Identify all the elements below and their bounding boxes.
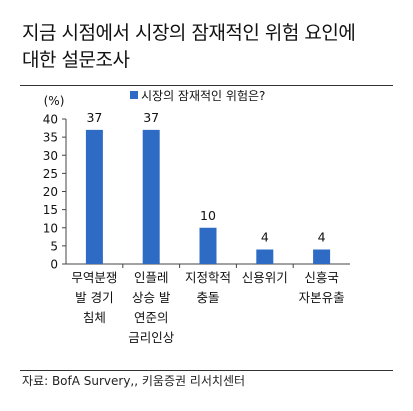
top-divider	[20, 85, 393, 86]
bar	[142, 129, 160, 264]
x-tick-label: 상승 발	[132, 290, 171, 305]
x-tick-label: 침체	[83, 310, 106, 325]
bottom-divider	[20, 370, 393, 371]
title-line-2: 대한 설문조사	[22, 49, 130, 71]
chart-title: 지금 시점에서 시장의 잠재적인 위험 요인에 대한 설문조사	[22, 20, 356, 74]
x-tick-label: 금리인상	[128, 330, 175, 345]
y-tick-label: 25	[43, 167, 58, 181]
bar	[199, 227, 217, 264]
x-tick-label: 신용위기	[242, 270, 288, 285]
bar	[256, 249, 274, 264]
bar	[313, 249, 331, 264]
x-tick-label: 인플레	[134, 270, 169, 285]
data-label: 37	[143, 110, 159, 125]
x-tick-label: 연준의	[134, 310, 169, 325]
data-label: 10	[200, 208, 216, 223]
y-tick-label: 30	[43, 149, 58, 163]
data-label: 4	[261, 230, 269, 245]
source-note: 자료: BofA Survery,, 키움증권 리서치센터	[22, 374, 246, 388]
data-label: 37	[86, 110, 102, 125]
x-tick-label: 신흥국	[304, 270, 339, 285]
y-tick-label: 5	[50, 239, 58, 253]
bar-chart: (%) 시장의 잠재적인 위험은? 0 5 10 15 20 25 30 35 40 37 무역분쟁발 …	[43, 89, 350, 345]
y-tick-label: 0	[50, 258, 58, 272]
y-tick-label: 40	[43, 113, 58, 127]
legend-swatch	[130, 91, 138, 99]
x-tick-label: 자본유출	[299, 290, 345, 305]
x-tick-label: 발 경기	[75, 290, 113, 305]
y-tick-label: 20	[43, 185, 58, 199]
x-tick-label: 충돌	[196, 290, 219, 305]
x-tick-label: 무역분쟁	[71, 270, 117, 285]
y-tick-label: 15	[43, 203, 58, 217]
data-label: 4	[318, 230, 326, 245]
y-axis-unit-label: (%)	[44, 94, 65, 108]
y-tick-label: 35	[43, 131, 58, 145]
legend-label: 시장의 잠재적인 위험은?	[141, 89, 265, 103]
x-tick-label: 지정학적	[185, 270, 231, 285]
title-line-1: 지금 시점에서 시장의 잠재적인 위험 요인에	[22, 22, 356, 44]
bar	[85, 129, 103, 264]
y-tick-label: 10	[43, 221, 58, 235]
